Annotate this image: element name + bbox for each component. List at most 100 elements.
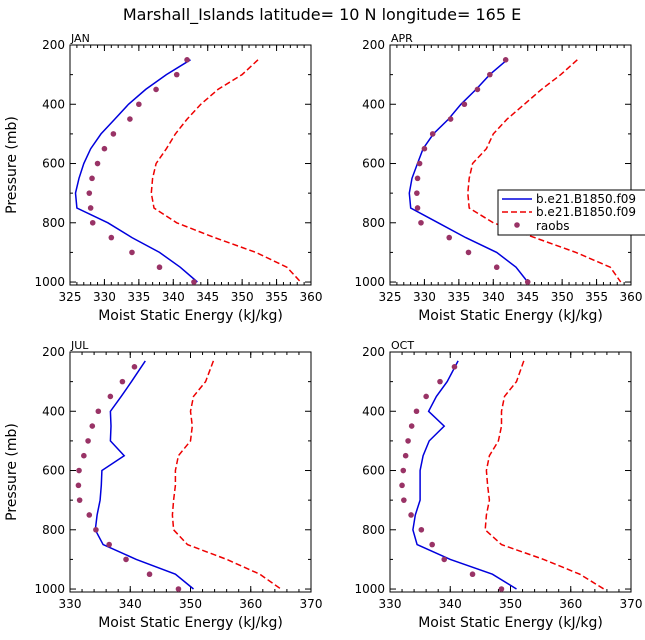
y-tick-label: 1000: [354, 275, 385, 289]
raobs-point: [87, 205, 94, 211]
raobs-point: [95, 408, 102, 415]
raobs-point: [502, 57, 509, 63]
x-tick-label: 355: [585, 290, 608, 304]
figure-title: Marshall_Islands latitude= 10 N longitud…: [123, 5, 521, 25]
y-axis-label: Pressure (mb): [4, 116, 20, 214]
x-axis-label: Moist Static Energy (kJ/kg): [98, 615, 283, 631]
legend-label: b.e21.B1850.f09: [536, 205, 636, 219]
raobs-point: [399, 482, 405, 489]
y-tick-label: 400: [362, 404, 385, 418]
x-tick-label: 325: [59, 290, 82, 304]
y-tick-label: 400: [362, 97, 385, 111]
y-tick-label: 800: [362, 216, 385, 230]
plot-frame: [389, 44, 632, 286]
raobs-point: [400, 467, 407, 474]
raobs-point: [487, 71, 493, 78]
x-tick-label: 355: [265, 290, 288, 304]
raobs-point: [175, 586, 182, 592]
plot-frame: [69, 44, 312, 286]
y-tick-label: 1000: [34, 582, 65, 596]
raobs-point: [423, 393, 429, 400]
raobs-point: [89, 219, 96, 226]
model1-line: [408, 59, 529, 283]
x-tick-label: 350: [551, 290, 574, 304]
raobs-point: [408, 423, 415, 429]
panel-title: JAN: [70, 32, 90, 45]
y-tick-label: 400: [42, 97, 65, 111]
model1-line: [412, 360, 517, 590]
raobs-point: [493, 264, 500, 271]
raobs-point: [418, 219, 424, 226]
panel-jul: 330 340 350 360 370 200 400 600 800 1000 JUL Moist …: [4, 339, 322, 631]
model2-line: [171, 360, 282, 590]
panel-apr: 325 330 335 340 345 350 355 360 200 400 600 800 1000…: [354, 32, 642, 324]
raobs-point: [184, 57, 190, 63]
raobs-point: [94, 160, 101, 167]
y-axis-label: Pressure (mb): [4, 423, 20, 521]
raobs-point: [401, 497, 407, 503]
raobs-point: [446, 234, 453, 241]
plot-area: [74, 57, 302, 285]
y-tick-label: 800: [362, 523, 385, 537]
x-tick-label: 370: [620, 597, 643, 611]
raobs-point: [413, 408, 420, 415]
raobs-point: [173, 71, 180, 78]
x-tick-label: 350: [231, 290, 254, 304]
raobs-point: [81, 452, 87, 459]
y-tick-label: 600: [362, 464, 385, 478]
x-tick-label: 330: [59, 597, 82, 611]
x-tick-label: 335: [127, 290, 150, 304]
y-tick-label: 600: [42, 464, 65, 478]
x-tick-label: 340: [119, 597, 142, 611]
plot-area: [399, 360, 605, 592]
y-tick-label: 200: [42, 345, 65, 359]
model2-line: [467, 59, 622, 283]
x-tick-label: 330: [93, 290, 116, 304]
plot-area: [75, 360, 282, 592]
plot-frame: [69, 351, 312, 593]
x-axis-label: Moist Static Energy (kJ/kg): [418, 615, 603, 631]
legend-marker: [514, 222, 520, 228]
x-tick-label: 360: [300, 290, 323, 304]
x-tick-label: 350: [499, 597, 522, 611]
raobs-point: [437, 378, 443, 385]
raobs-point: [498, 586, 505, 592]
y-tick-label: 400: [42, 404, 65, 418]
x-tick-label: 335: [447, 290, 470, 304]
raobs-point: [402, 452, 409, 459]
raobs-point: [441, 556, 448, 563]
x-tick-label: 330: [379, 597, 402, 611]
y-tick-label: 600: [362, 157, 385, 171]
raobs-point: [421, 145, 428, 152]
x-tick-label: 350: [179, 597, 202, 611]
x-tick-label: 325: [379, 290, 402, 304]
raobs-point: [93, 526, 99, 533]
y-tick-label: 200: [362, 345, 385, 359]
raobs-point: [85, 438, 91, 444]
x-tick-label: 340: [482, 290, 505, 304]
raobs-point: [414, 205, 421, 211]
raobs-point: [86, 512, 93, 518]
x-tick-label: 370: [300, 597, 323, 611]
raobs-point: [106, 541, 112, 548]
plot-area: [408, 57, 622, 285]
y-tick-label: 200: [42, 38, 65, 52]
raobs-point: [107, 393, 114, 400]
raobs-point: [76, 497, 83, 503]
model1-line: [74, 59, 198, 283]
panel-title: OCT: [391, 339, 414, 352]
raobs-point: [447, 116, 454, 122]
legend-label: b.e21.B1850.f09: [536, 192, 636, 206]
raobs-point: [89, 423, 96, 429]
raobs-point: [127, 116, 133, 122]
raobs-point: [524, 279, 531, 285]
raobs-point: [465, 249, 472, 256]
raobs-point: [451, 364, 458, 370]
y-tick-label: 600: [42, 157, 65, 171]
raobs-point: [461, 101, 468, 108]
model1-line: [94, 360, 194, 590]
x-tick-label: 340: [439, 597, 462, 611]
panel-title: JUL: [70, 339, 89, 352]
